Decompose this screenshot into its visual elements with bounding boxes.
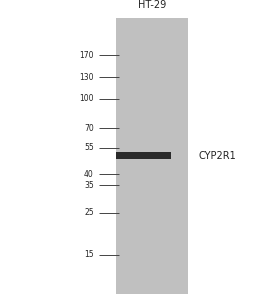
Bar bbox=[116, 152, 171, 159]
Text: 55: 55 bbox=[84, 143, 94, 152]
Text: 170: 170 bbox=[79, 51, 94, 60]
Text: 130: 130 bbox=[79, 73, 94, 82]
Text: 40: 40 bbox=[84, 169, 94, 178]
Text: 35: 35 bbox=[84, 181, 94, 190]
Text: 100: 100 bbox=[79, 94, 94, 103]
Text: 15: 15 bbox=[84, 250, 94, 259]
Text: CYP2R1: CYP2R1 bbox=[199, 151, 237, 161]
Text: 25: 25 bbox=[84, 208, 94, 217]
Text: HT-29: HT-29 bbox=[138, 1, 166, 10]
Bar bbox=[116, 18, 188, 294]
Text: 70: 70 bbox=[84, 124, 94, 133]
